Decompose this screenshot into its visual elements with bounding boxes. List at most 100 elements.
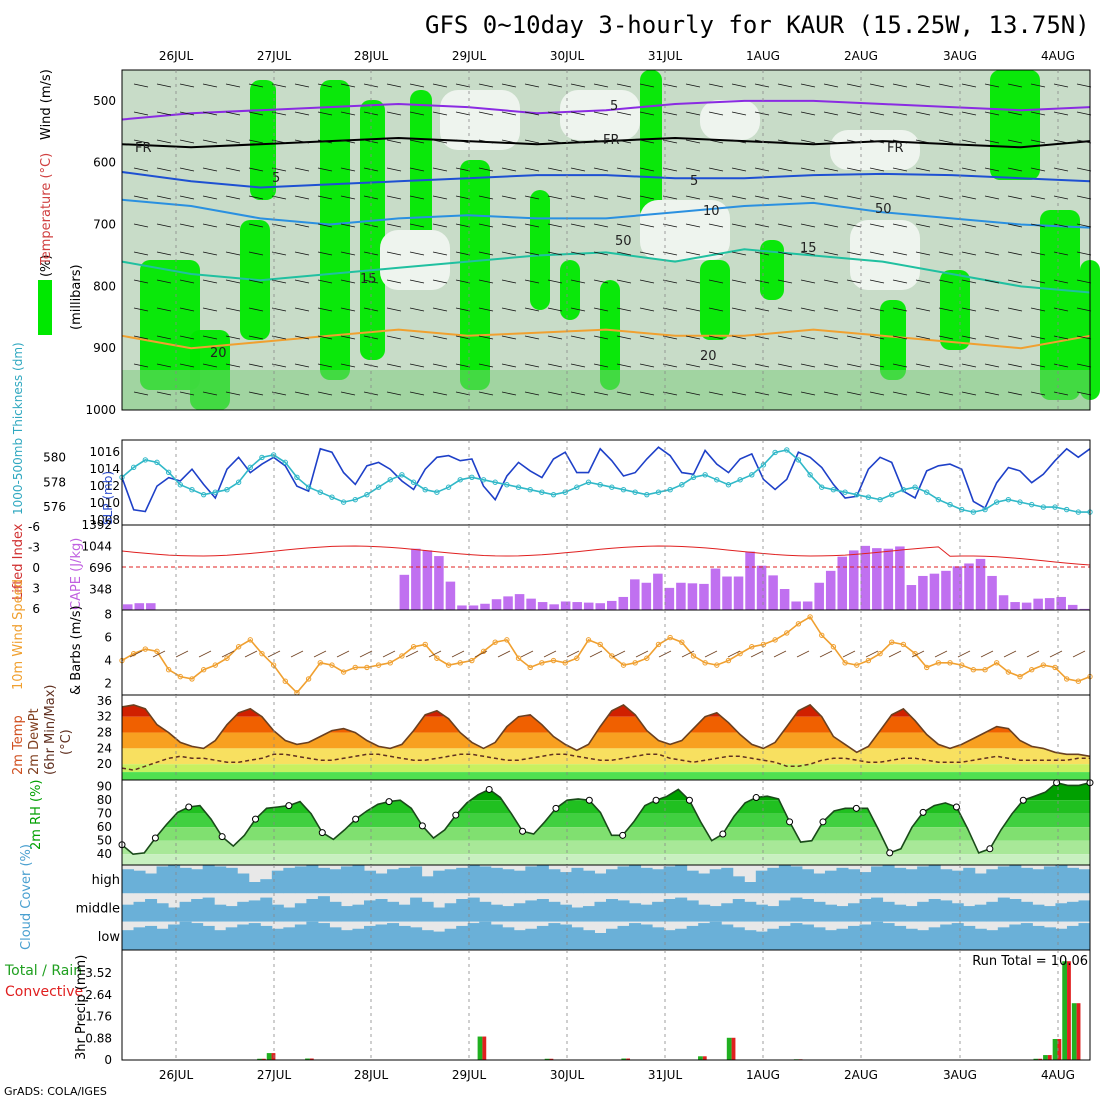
cloud-bar [732,876,745,894]
rh-high-area [320,80,350,380]
thickness-line-point [1075,509,1082,515]
cloud-bar [410,866,423,894]
wind-barb [846,111,862,116]
wind-barb [639,335,655,340]
cape-bar [411,548,421,610]
ylabel-precip-conv: Convective [5,984,83,1000]
wind-speed-line-point [597,641,603,648]
wind-speed-line-point [737,650,743,657]
wind-barb [179,279,195,284]
wind-speed-line-point [457,660,463,666]
thickness-line-point [130,464,137,471]
wind-barb [133,195,149,200]
thickness-line-point [889,491,895,498]
wind-barb [593,167,609,172]
wind-barb [1053,391,1069,396]
wind-barb [846,335,862,340]
wind-speed-line-point [667,634,673,641]
wind-barb [179,195,195,200]
thickness-line-point [597,482,603,488]
thickness-tick: 576 [43,500,66,514]
wind-barb [800,83,816,88]
contour-label: 20 [700,349,717,364]
contour-label: 15 [360,272,377,287]
cloud-bar [444,928,457,950]
wind-barb [501,307,517,312]
wind-barb [1030,167,1046,172]
wind-barb [892,195,908,200]
precip-total-bar [726,1037,732,1060]
wind-barb [616,391,632,396]
wind-barb [846,83,862,88]
wind-barb [570,251,586,256]
wind-barb [386,307,402,312]
thickness-line-point [480,477,487,483]
cloud-bar [686,925,699,950]
cloud-bar [122,869,135,894]
precip-convective-bar [261,1058,266,1060]
wind-barb [547,223,563,228]
cape-bar [745,551,755,610]
wind-speed-line-point [865,657,872,664]
wind-barb [708,111,724,116]
wind-barb [156,139,172,144]
cloud-bar [778,925,791,950]
precip-tick: 0 [104,1053,112,1067]
precip-total-bar [1062,961,1068,1060]
cape-bar [929,573,940,610]
wind-barb [938,335,954,340]
wind-barb [938,279,954,284]
cape-bar [607,600,617,610]
cloud-bar [997,927,1010,950]
cloud-bar [617,866,630,894]
wind-barb [202,391,218,396]
cloud-bar [1055,865,1068,894]
wind-barb [777,167,793,172]
wind-barb [892,167,908,172]
wind-speed-line-point [445,662,452,668]
cloud-bar [629,923,642,950]
cloud-bar [375,924,388,950]
cloud-bar [1032,925,1045,950]
cloud-bar [1043,906,1056,922]
wind-barb [570,363,586,368]
cape-bar [549,604,559,610]
wind-barb [984,307,1000,312]
wind-barb [294,335,310,340]
cloud-bar [709,906,722,922]
rh-point [318,829,326,837]
wind-barb [570,279,586,284]
wind-barb [1007,83,1023,88]
wind-tick: 2 [104,677,112,691]
wind-barb [524,307,540,312]
rh-tick: 60 [97,820,112,834]
cape-bar [630,579,640,610]
wind-barb [386,279,402,284]
wind-barb [386,195,402,200]
cloud-bar [317,923,330,950]
rh-high-area [760,240,784,300]
wind-barb-10m [474,650,488,658]
wind-speed-line-point [877,650,883,657]
wind-barb [432,223,448,228]
wind-barb [731,335,747,340]
bottom-date-label: 29JUL [452,1068,487,1082]
contour-label: 5 [690,174,698,189]
wind-barb [731,111,747,116]
wind-barb [478,363,494,368]
precip-tick: 2.64 [85,988,112,1002]
cape-bar [526,598,536,610]
cape-bar [1056,596,1066,610]
rh-high-area [360,100,385,360]
cloud-bar [433,870,446,894]
cloud-bar [663,899,676,922]
cloud-bar [352,928,365,950]
wind-speed-line-point [165,667,172,673]
wind-barb [340,195,356,200]
wind-barb [800,307,816,312]
wind-speed-line-point [959,662,965,668]
wind-barb [179,335,195,340]
wind-barb-10m [543,650,557,658]
thickness-line-point [154,459,160,466]
cloud-bar [859,924,872,950]
